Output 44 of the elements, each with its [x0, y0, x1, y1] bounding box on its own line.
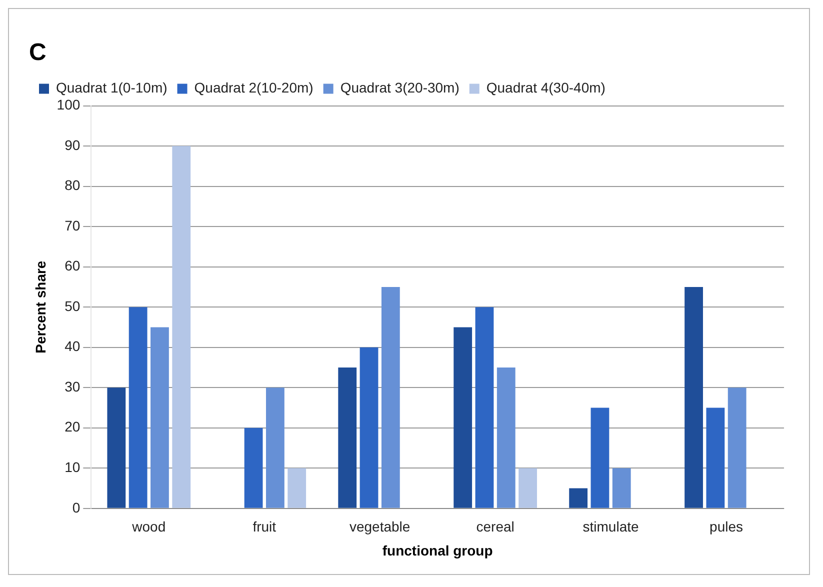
x-tick-label: stimulate	[582, 518, 640, 535]
bar	[496, 367, 516, 508]
y-tick-label: 100	[56, 96, 80, 113]
bar	[684, 286, 703, 508]
legend-label: Quadrat 1(0-10m)	[56, 80, 168, 96]
chart-title: C	[29, 39, 46, 66]
y-tick-label: 20	[64, 418, 80, 435]
y-tick-label: 90	[64, 136, 80, 153]
y-tick-label: 70	[64, 217, 80, 234]
bar	[612, 468, 631, 508]
bar	[266, 388, 284, 508]
bar	[244, 428, 263, 508]
y-axis-title: Percent share	[32, 260, 48, 354]
bar	[518, 468, 537, 508]
bar	[128, 307, 148, 508]
bar	[569, 488, 588, 508]
bar	[150, 327, 169, 508]
legend-label: Quadrat 3(20-30m)	[340, 80, 460, 96]
x-tick-label: pules	[710, 518, 743, 535]
y-tick-label: 40	[64, 338, 80, 354]
y-tick-label: 30	[64, 378, 80, 394]
legend-label: Quadrat 4(30-40m)	[486, 80, 606, 96]
bar	[706, 408, 725, 508]
bar	[172, 146, 191, 508]
bar	[454, 327, 472, 508]
bar	[475, 307, 494, 508]
bar	[728, 388, 746, 508]
x-tick-label: wood	[131, 518, 166, 535]
bar	[107, 388, 126, 508]
x-axis-title: functional group	[382, 542, 493, 558]
bar	[288, 468, 306, 508]
y-tick-label: 0	[72, 499, 80, 516]
legend-label: Quadrat 2(10-20m)	[194, 80, 314, 96]
x-tick-label: fruit	[252, 518, 276, 535]
y-tick-label: 60	[64, 258, 80, 274]
y-tick-label: 10	[64, 459, 80, 475]
bar	[590, 408, 610, 508]
y-tick-label: 50	[64, 298, 80, 314]
bar	[381, 286, 400, 508]
bar	[338, 367, 357, 508]
x-tick-label: vegetable	[349, 518, 410, 535]
bar	[360, 347, 378, 508]
y-tick-label: 80	[64, 177, 80, 194]
x-tick-label: cereal	[476, 518, 514, 535]
